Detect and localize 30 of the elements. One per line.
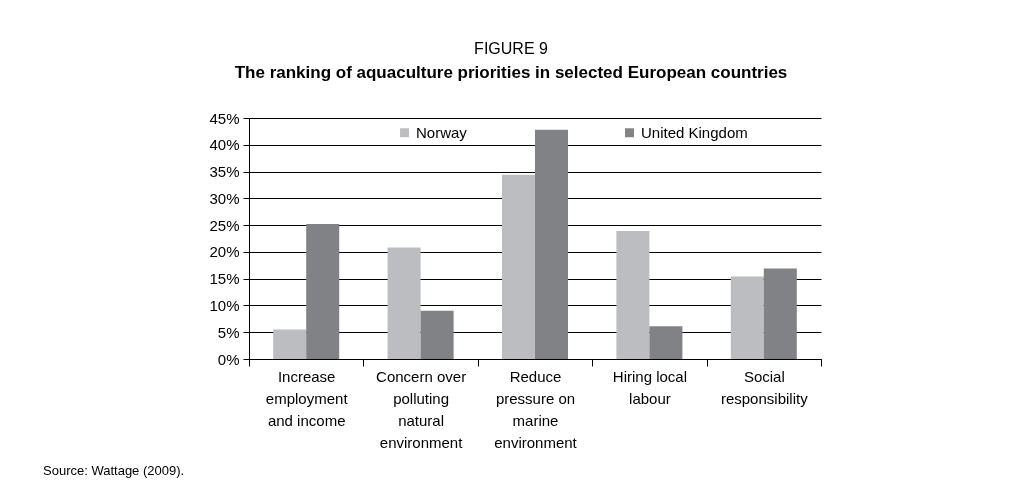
bar bbox=[306, 224, 340, 359]
chart-title: FIGURE 9 bbox=[474, 40, 548, 57]
y-tick-label: 0% bbox=[217, 350, 240, 368]
bar bbox=[763, 268, 797, 359]
bar bbox=[501, 174, 535, 359]
y-tick-label: 35% bbox=[209, 163, 240, 181]
bar bbox=[730, 276, 764, 359]
y-tick-label: 40% bbox=[209, 136, 240, 154]
bar bbox=[273, 329, 307, 359]
x-tick-label: Increase employment and income bbox=[265, 367, 349, 429]
legend-label: Norway bbox=[416, 123, 468, 141]
chart-subtitle: The ranking of aquaculture priorities in selected European countries bbox=[234, 63, 788, 82]
x-tick-label: Hiring local labour bbox=[612, 367, 687, 407]
x-tick-label: Concern over polluting natural environment bbox=[376, 367, 467, 451]
x-tick-label: Social responsibility bbox=[720, 367, 809, 407]
bar bbox=[535, 129, 569, 359]
bar bbox=[420, 310, 454, 359]
legend-label: United Kingdom bbox=[641, 123, 748, 141]
y-tick-label: 5% bbox=[217, 323, 240, 341]
y-tick-label: 15% bbox=[209, 270, 240, 288]
bar bbox=[616, 231, 650, 359]
bar bbox=[387, 247, 421, 359]
x-tick-label: Reduce pressure on marine environment bbox=[494, 367, 578, 451]
y-tick-label: 45% bbox=[209, 109, 240, 127]
y-tick-label: 20% bbox=[209, 243, 240, 261]
source-note: Source: Wattage (2009). bbox=[43, 463, 185, 478]
y-tick-label: 25% bbox=[209, 216, 240, 234]
y-tick-label: 30% bbox=[209, 189, 240, 207]
y-tick-label: 10% bbox=[209, 296, 240, 314]
bar bbox=[649, 326, 683, 359]
